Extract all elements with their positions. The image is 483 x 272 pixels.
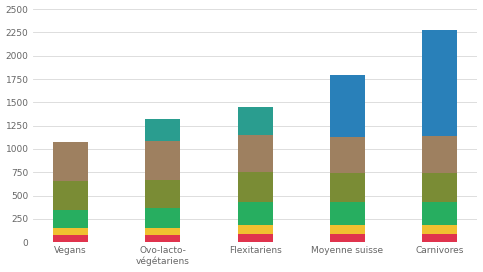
- Bar: [422, 202, 457, 225]
- Bar: [238, 234, 272, 242]
- Bar: [145, 180, 180, 208]
- Bar: [422, 225, 457, 234]
- Bar: [422, 173, 457, 202]
- Bar: [238, 135, 272, 172]
- Bar: [330, 225, 365, 234]
- Bar: [53, 228, 88, 235]
- Bar: [422, 234, 457, 242]
- Bar: [53, 210, 88, 228]
- Bar: [238, 225, 272, 234]
- Bar: [238, 202, 272, 225]
- Bar: [238, 107, 272, 135]
- Bar: [145, 235, 180, 242]
- Bar: [238, 172, 272, 202]
- Bar: [330, 173, 365, 202]
- Bar: [53, 181, 88, 210]
- Bar: [330, 137, 365, 173]
- Bar: [422, 136, 457, 173]
- Bar: [330, 75, 365, 137]
- Bar: [53, 142, 88, 181]
- Bar: [330, 202, 365, 225]
- Bar: [145, 228, 180, 235]
- Bar: [145, 119, 180, 141]
- Bar: [422, 30, 457, 136]
- Bar: [145, 141, 180, 180]
- Bar: [145, 208, 180, 228]
- Bar: [330, 234, 365, 242]
- Bar: [53, 235, 88, 242]
